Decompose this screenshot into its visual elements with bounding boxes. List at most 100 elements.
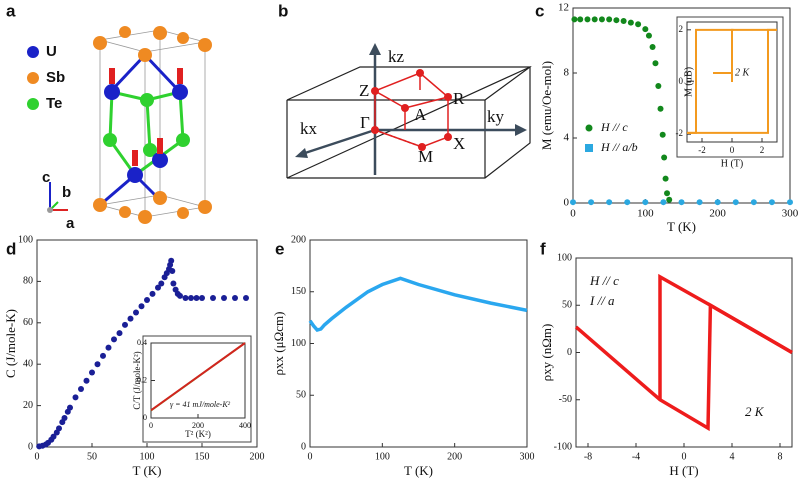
- y-tick-label: 8: [564, 67, 570, 79]
- y-tick-label: 0: [143, 413, 147, 422]
- axis-label: a: [66, 215, 75, 232]
- data-point: [624, 199, 631, 206]
- annotation: H // c: [589, 273, 619, 288]
- panel-label: c: [535, 1, 544, 20]
- data-point: [588, 199, 595, 206]
- axis-label: b: [62, 184, 71, 201]
- y-tick-label: 200: [291, 234, 306, 245]
- data-point: [666, 196, 673, 203]
- data-point: [659, 131, 666, 138]
- data-point: [660, 199, 667, 206]
- data-point: [732, 199, 739, 206]
- x-tick-label: 100: [637, 208, 654, 220]
- panel-label: e: [275, 239, 284, 258]
- y-axis-label: C/T (J/mole-K²): [132, 351, 142, 409]
- y-tick-label: 100: [291, 338, 306, 349]
- data-point: [127, 315, 134, 322]
- y-tick-label: 0: [301, 441, 306, 452]
- y-tick-label: 0: [28, 441, 33, 452]
- data-point: [657, 105, 664, 112]
- y-tick-label: -50: [559, 394, 572, 405]
- x-tick-label: 200: [250, 451, 265, 462]
- legend-label: H // c: [600, 120, 628, 134]
- data-point: [620, 18, 627, 24]
- y-tick-label: -2: [676, 128, 684, 138]
- data-point: [642, 26, 649, 33]
- data-point: [169, 268, 176, 275]
- panel-label: d: [6, 239, 16, 258]
- data-point: [138, 303, 145, 310]
- point-label: A: [414, 105, 427, 124]
- x-tick-label: -8: [584, 451, 592, 462]
- x-tick-label: 0: [682, 451, 687, 462]
- data-point: [67, 404, 73, 411]
- y-tick-label: 0: [679, 76, 684, 86]
- data-point: [122, 321, 128, 328]
- x-tick-label: 300: [520, 451, 535, 462]
- data-line: [308, 276, 528, 333]
- data-point: [158, 280, 165, 287]
- y-axis-label: C (J/mole-K): [3, 309, 18, 378]
- x-axis-label: T (K): [132, 463, 161, 478]
- data-point: [94, 361, 101, 368]
- x-axis-label: T (K): [667, 219, 696, 234]
- data-point: [210, 294, 216, 301]
- y-tick-label: 50: [562, 300, 572, 311]
- data-point: [606, 199, 613, 206]
- x-tick-label: 2: [760, 145, 765, 155]
- point-label: Z: [359, 81, 369, 100]
- annotation: 2 K: [745, 404, 765, 419]
- data-point: [635, 21, 642, 28]
- y-tick-label: 100: [18, 234, 33, 245]
- legend-label: Te: [46, 95, 62, 112]
- x-tick-label: 0: [308, 451, 313, 462]
- data-point: [182, 294, 189, 301]
- x-tick-label: 100: [375, 451, 390, 462]
- x-tick-label: 50: [87, 451, 97, 462]
- data-point: [83, 377, 90, 384]
- data-point: [78, 386, 84, 393]
- x-tick-label: 200: [192, 421, 204, 430]
- data-point: [111, 336, 117, 343]
- x-tick-label: 300: [782, 208, 799, 220]
- axis-label: c: [42, 169, 50, 186]
- data-point: [627, 19, 634, 26]
- data-point: [613, 17, 620, 24]
- x-tick-label: 200: [709, 208, 726, 220]
- y-tick-label: 60: [23, 317, 33, 328]
- data-point: [61, 415, 68, 422]
- legend-dot: [27, 72, 39, 84]
- x-tick-label: 200: [447, 451, 462, 462]
- y-tick-label: 0.2: [137, 375, 147, 384]
- y-tick-label: 100: [557, 252, 572, 263]
- data-point: [606, 16, 613, 23]
- x-tick-label: 0: [730, 145, 735, 155]
- legend-label: 2 K: [735, 67, 751, 78]
- data-point: [188, 294, 194, 301]
- x-axis-label: T² (K²): [185, 429, 211, 439]
- y-axis-label: M (emu/Oe-mol): [539, 61, 554, 150]
- legend-dot: [27, 98, 39, 110]
- data-point: [105, 344, 112, 351]
- legend-dot: [27, 46, 39, 58]
- x-tick-label: 400: [239, 421, 251, 430]
- panel-label: f: [540, 239, 546, 258]
- data-line: [731, 28, 734, 82]
- data-point: [155, 284, 161, 291]
- panel-label: b: [278, 1, 288, 20]
- axis-label: kz: [388, 47, 405, 66]
- plot-frame: [309, 239, 528, 448]
- y-tick-label: 80: [23, 276, 33, 287]
- data-point: [577, 16, 584, 23]
- y-tick-label: 40: [23, 358, 33, 369]
- data-point: [584, 16, 591, 23]
- data-point: [664, 190, 671, 197]
- point-label: X: [453, 134, 465, 153]
- data-point: [649, 44, 656, 50]
- point-label: R: [453, 89, 465, 108]
- y-axis-label: ρxx (μΩcm): [271, 312, 286, 376]
- data-point: [570, 199, 576, 206]
- data-point: [678, 199, 685, 206]
- data-point: [661, 154, 668, 161]
- point-label: Γ: [360, 113, 370, 132]
